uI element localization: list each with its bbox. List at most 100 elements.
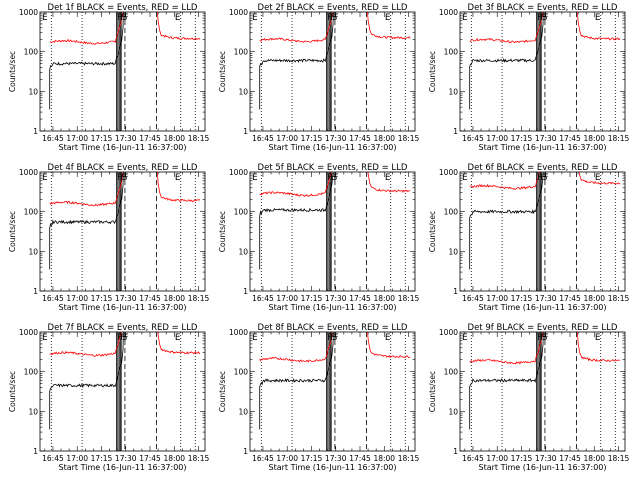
y-tick-label: 1 xyxy=(243,447,248,456)
x-tick-label: 17:15 xyxy=(301,294,323,303)
annotation-flag: F xyxy=(330,173,335,183)
y-tick-label: 100 xyxy=(234,48,249,57)
annotation-s: S xyxy=(542,13,547,23)
y-axis-label: Counts/sec xyxy=(8,371,17,412)
annotation-flag: F xyxy=(327,13,332,23)
x-axis-label: Start Time (16-Jun-11 16:37:00) xyxy=(269,303,397,312)
annotation-s: S xyxy=(332,13,337,23)
x-axis-label: Start Time (16-Jun-11 16:37:00) xyxy=(269,143,397,152)
panel-det-4: Det 4f BLACK = Events, RED = LLD 1 10 100 10… xyxy=(8,163,210,312)
annotation-flag: F xyxy=(544,333,549,343)
y-tick-label: 10 xyxy=(448,247,458,256)
panel-det-6: Det 6f BLACK = Events, RED = LLD 1 10 100 10… xyxy=(428,163,630,312)
annotation-flag: F xyxy=(537,13,542,23)
x-tick-label: 17:15 xyxy=(301,134,323,143)
annotation-s: S xyxy=(542,333,547,343)
y-tick-label: 10 xyxy=(28,247,38,256)
series-red-lld xyxy=(469,12,543,44)
annotation-e-right: E xyxy=(385,173,391,183)
series-black-events xyxy=(49,172,124,270)
x-tick-label: 17:00 xyxy=(66,454,88,463)
annotation-flag: F xyxy=(334,333,339,343)
x-tick-label: 18:15 xyxy=(608,134,630,143)
series-black-events xyxy=(469,332,544,430)
annotation-e-right: E xyxy=(175,13,181,23)
series-black-events xyxy=(469,12,544,110)
panel-title: Det 7f BLACK = Events, RED = LLD xyxy=(48,323,198,333)
x-tick-label: 17:00 xyxy=(276,134,298,143)
y-tick-label: 100 xyxy=(234,208,249,217)
plot-area xyxy=(49,12,201,131)
x-tick-label: 16:45 xyxy=(252,454,274,463)
annotation-flag: F xyxy=(544,173,549,183)
y-axis-label: Counts/sec xyxy=(428,371,437,412)
x-tick-label: 18:15 xyxy=(188,134,210,143)
x-tick-label: 17:45 xyxy=(559,454,581,463)
annotation-s: S xyxy=(122,173,127,183)
plot-area xyxy=(259,12,411,131)
x-tick-label: 17:30 xyxy=(115,294,137,303)
panel-title: Det 8f BLACK = Events, RED = LLD xyxy=(258,323,408,333)
y-tick-label: 10 xyxy=(238,87,248,96)
y-tick-label: 1 xyxy=(453,127,458,136)
x-tick-label: 18:15 xyxy=(188,294,210,303)
plot-area xyxy=(49,172,201,291)
series-red-lld-post xyxy=(576,332,621,362)
annotation-flag: F xyxy=(117,13,122,23)
x-tick-label: 17:30 xyxy=(535,134,557,143)
x-tick-label: 18:00 xyxy=(163,454,185,463)
annotation-flag: F xyxy=(120,13,125,23)
series-red-lld-post xyxy=(156,172,201,203)
plot-area xyxy=(469,332,621,451)
x-tick-label: 17:30 xyxy=(535,454,557,463)
x-axis-label: Start Time (16-Jun-11 16:37:00) xyxy=(269,463,397,472)
x-tick-label: 18:15 xyxy=(398,294,420,303)
series-red-lld-post xyxy=(157,332,201,355)
series-red-lld-post xyxy=(577,12,621,41)
x-tick-label: 18:00 xyxy=(583,134,605,143)
annotation-e-left: E xyxy=(462,13,468,23)
y-tick-label: 100 xyxy=(444,368,459,377)
annotation-e-right: E xyxy=(385,333,391,343)
x-tick-label: 17:30 xyxy=(325,134,347,143)
plot-area xyxy=(469,12,621,131)
y-tick-label: 100 xyxy=(24,368,39,377)
x-tick-label: 17:15 xyxy=(511,294,533,303)
y-tick-label: 10 xyxy=(28,87,38,96)
x-tick-label: 17:45 xyxy=(139,294,161,303)
plot-area xyxy=(259,332,411,451)
annotation-e-right: E xyxy=(595,173,601,183)
x-tick-label: 17:00 xyxy=(66,134,88,143)
annotation-flag: F xyxy=(117,173,122,183)
annotation-flag: F xyxy=(537,333,542,343)
annotation-s: S xyxy=(122,333,127,343)
x-tick-label: 17:15 xyxy=(511,454,533,463)
y-tick-label: 100 xyxy=(24,48,39,57)
plot-frame xyxy=(459,171,626,292)
x-tick-label: 18:00 xyxy=(583,294,605,303)
y-tick-label: 10 xyxy=(28,407,38,416)
series-red-lld xyxy=(259,172,333,197)
annotation-flag: F xyxy=(537,173,542,183)
annotation-e-left: E xyxy=(252,13,258,23)
x-tick-label: 16:45 xyxy=(42,294,64,303)
x-tick-label: 18:15 xyxy=(398,454,420,463)
annotation-flag: F xyxy=(120,333,125,343)
y-tick-label: 10 xyxy=(448,407,458,416)
annotation-s: S xyxy=(122,13,127,23)
y-tick-label: 1000 xyxy=(19,328,38,337)
annotation-flag: F xyxy=(124,13,129,23)
x-tick-label: 17:45 xyxy=(139,454,161,463)
x-tick-label: 17:45 xyxy=(349,454,371,463)
annotation-flag: F xyxy=(334,173,339,183)
x-axis-label: Start Time (16-Jun-11 16:37:00) xyxy=(479,143,607,152)
annotation-e-left: E xyxy=(462,173,468,183)
x-tick-label: 18:15 xyxy=(188,454,210,463)
y-axis-label: Counts/sec xyxy=(8,51,17,92)
x-tick-label: 16:45 xyxy=(462,454,484,463)
annotation-s: S xyxy=(542,173,547,183)
x-tick-label: 18:15 xyxy=(398,134,420,143)
panel-det-8: Det 8f BLACK = Events, RED = LLD 1 10 100 10… xyxy=(218,323,420,472)
x-tick-label: 18:00 xyxy=(583,454,605,463)
